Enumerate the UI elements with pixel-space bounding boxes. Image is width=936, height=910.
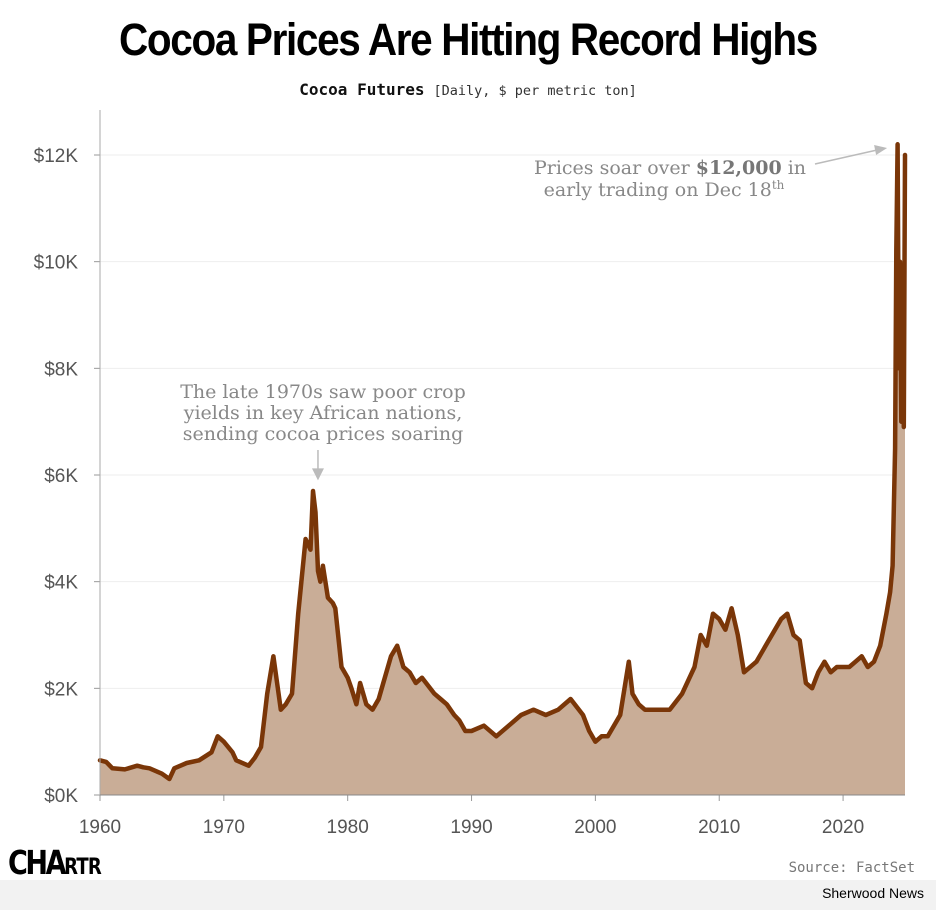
y-tick-label: $4K xyxy=(44,573,78,594)
chart-subtitle: Cocoa Futures [Daily, $ per metric ton] xyxy=(0,80,936,99)
y-tick-label: $2K xyxy=(44,679,78,700)
price-chart: $0K $2K $4K $6K $8K $10K $12K 1960 1970 1980 1990 2… xyxy=(34,110,908,838)
y-tick-label: $8K xyxy=(44,359,78,380)
grid-lines xyxy=(100,154,905,689)
footer-bar xyxy=(0,880,936,910)
x-tick-label: 1960 xyxy=(79,817,121,838)
annotation-record-text-2: early trading on Dec 18th xyxy=(544,178,785,201)
subtitle-main: Cocoa Futures xyxy=(299,80,425,99)
annotation-record-arrowhead xyxy=(874,145,888,155)
annotation-1970s-text: The late 1970s saw poor crop xyxy=(180,381,466,403)
source-note: Source: FactSet xyxy=(788,860,915,876)
x-tick-label: 2010 xyxy=(698,817,740,838)
annotation-1970s-text: yields in key African nations, xyxy=(183,402,463,424)
annotation-record-text-1: Prices soar over $12,000 in xyxy=(534,157,806,179)
y-tick-label: $10K xyxy=(34,253,79,274)
price-area xyxy=(97,142,908,796)
y-tick-label: $6K xyxy=(44,466,78,487)
subtitle-unit: [Daily, $ per metric ton] xyxy=(433,83,637,99)
x-tick-label: 1990 xyxy=(450,817,492,838)
x-tick-label: 2000 xyxy=(574,817,616,838)
chartr-logo: CHARTR xyxy=(8,843,102,882)
axes xyxy=(94,110,905,801)
chart-title: Cocoa Prices Are Hitting Record Highs xyxy=(119,14,818,65)
logo-text-small: RTR xyxy=(64,855,102,880)
annotation-1970s-text: sending cocoa prices soaring xyxy=(183,423,464,445)
publisher-name: Sherwood News xyxy=(822,885,924,901)
logo-text: CHA xyxy=(8,843,67,882)
annotation-1970s-arrowhead xyxy=(311,468,324,481)
y-tick-label: $0K xyxy=(44,786,78,807)
price-line xyxy=(97,142,908,782)
x-tick-label: 1970 xyxy=(203,817,245,838)
x-tick-label: 2020 xyxy=(822,817,864,838)
tick-labels: $0K $2K $4K $6K $8K $10K $12K 1960 1970 1980 1990 2… xyxy=(34,146,865,838)
y-tick-label: $12K xyxy=(34,146,79,167)
annotation-record-arrow-line xyxy=(814,149,878,165)
price-area-fill xyxy=(100,144,905,796)
x-tick-label: 1980 xyxy=(327,817,369,838)
